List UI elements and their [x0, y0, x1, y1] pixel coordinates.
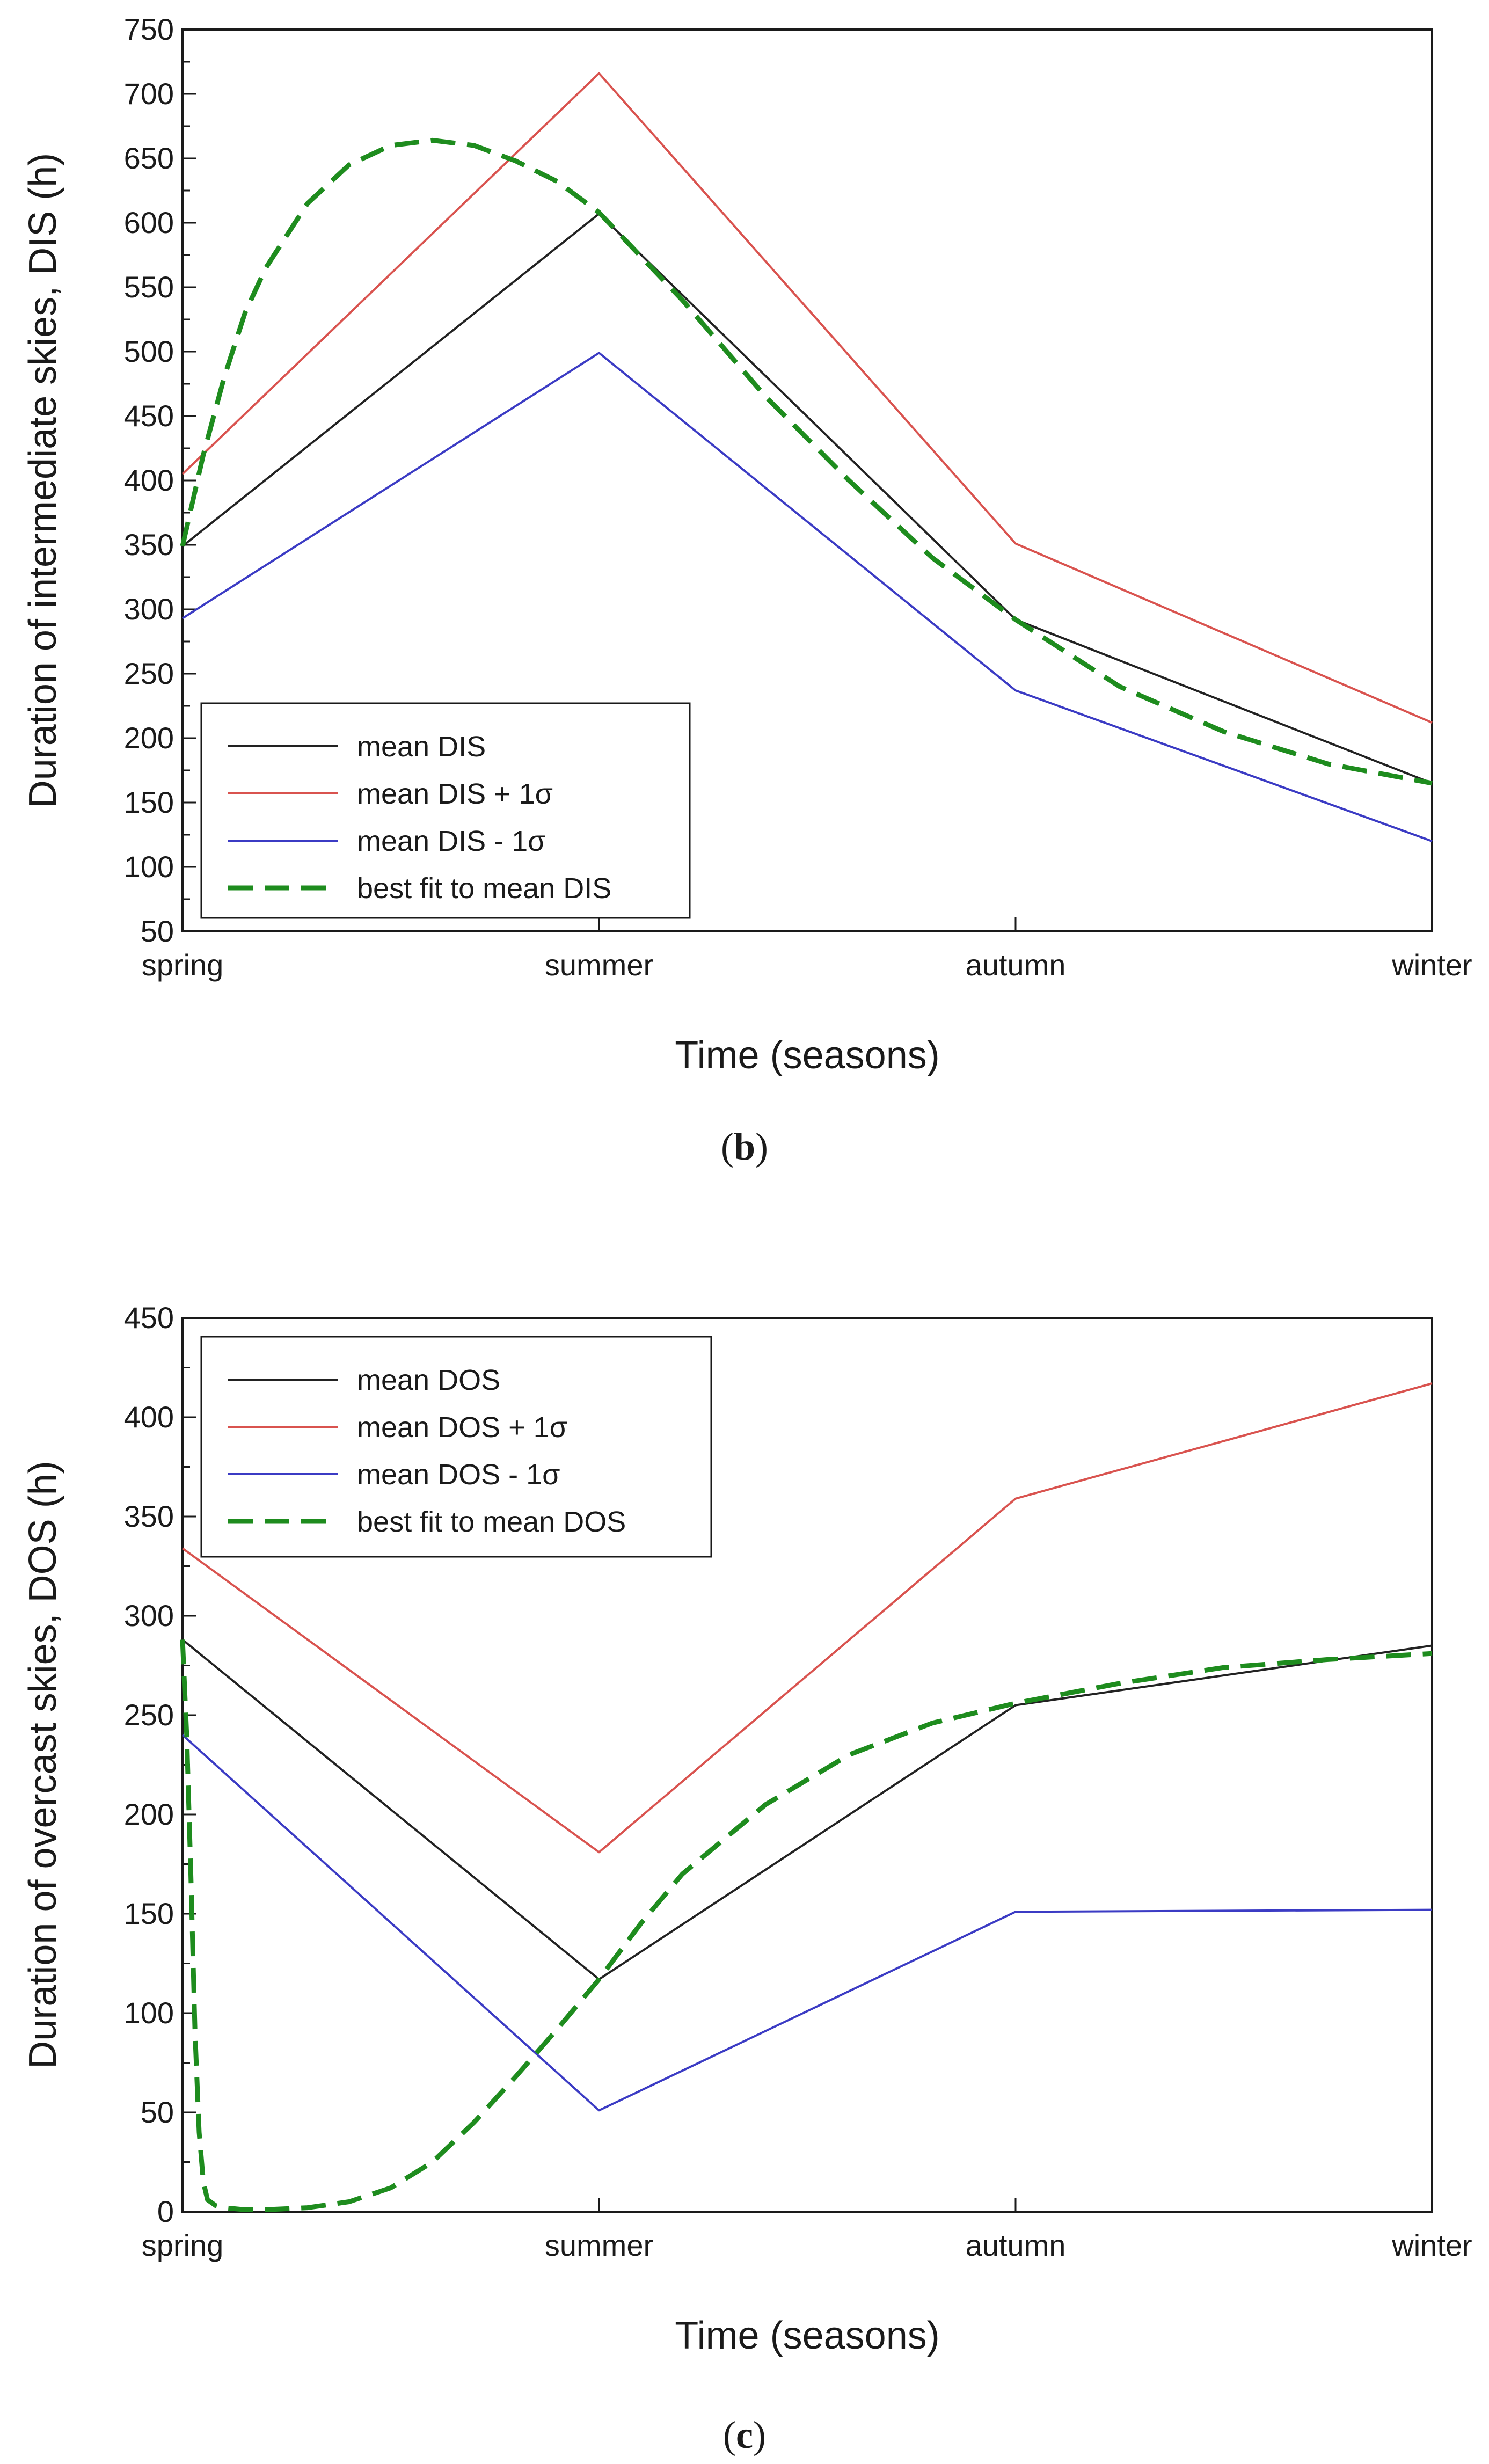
- y-tick-label: 550: [124, 270, 174, 304]
- y-tick-label: 450: [124, 1301, 174, 1335]
- panel-caption: (c): [723, 2414, 766, 2456]
- series-line-best-fit-to-mean-dis: [180, 137, 1433, 786]
- panel-caption: (b): [721, 1125, 768, 1168]
- x-tick-label-autumn: autumn: [966, 2228, 1066, 2262]
- legend-label-mean-dis: mean DIS: [357, 731, 486, 763]
- x-axis-title: Time (seasons): [675, 2314, 939, 2357]
- x-tick-label-autumn: autumn: [966, 948, 1066, 982]
- y-tick-label: 50: [141, 2095, 174, 2129]
- y-tick-label: 700: [124, 77, 174, 111]
- y-tick-label: 400: [124, 463, 174, 497]
- y-tick-label: 150: [124, 785, 174, 819]
- legend-label-mean-dos-1: mean DOS - 1σ: [357, 1459, 560, 1491]
- y-axis-title: Duration of overcast skies, DOS (h): [21, 1461, 64, 2068]
- y-tick-label: 650: [124, 141, 174, 175]
- series-line-mean-dis-1: [181, 72, 1433, 724]
- y-tick-label: 0: [157, 2195, 174, 2228]
- y-tick-label: 300: [124, 592, 174, 626]
- x-axis-title: Time (seasons): [675, 1034, 939, 1077]
- legend-label-mean-dis-1: mean DIS - 1σ: [357, 825, 545, 857]
- y-tick-label: 400: [124, 1400, 174, 1434]
- legend-label-mean-dis-1: mean DIS + 1σ: [357, 778, 553, 810]
- series-line-best-fit-to-mean-dos: [180, 1639, 1433, 2212]
- legend-label-mean-dos-1: mean DOS + 1σ: [357, 1411, 567, 1444]
- y-tick-label: 350: [124, 1499, 174, 1533]
- y-tick-label: 500: [124, 334, 174, 368]
- y-tick-label: 100: [124, 850, 174, 884]
- y-tick-label: 250: [124, 1698, 174, 1732]
- series-line-mean-dis-1: [181, 352, 1433, 842]
- y-tick-label: 350: [124, 528, 174, 562]
- y-tick-label: 450: [124, 399, 174, 433]
- series-line-mean-dis: [181, 213, 1433, 784]
- y-tick-label: 100: [124, 1996, 174, 2030]
- legend-label-best-fit-to-mean-dos: best fit to mean DOS: [357, 1506, 626, 1538]
- chart-c: 0 50 100 150 200 250 300 350 400 450 spring summer a…: [21, 1301, 1472, 2456]
- y-tick-label: 600: [124, 206, 174, 239]
- x-tick-label-winter: winter: [1391, 948, 1472, 982]
- x-tick-label-spring: spring: [142, 2228, 224, 2262]
- y-tick-label: 250: [124, 657, 174, 690]
- series-line-mean-dos-1: [181, 1382, 1433, 1854]
- y-tick-label: 300: [124, 1599, 174, 1632]
- legend-label-mean-dos: mean DOS: [357, 1364, 500, 1396]
- legend-box: [200, 702, 691, 919]
- y-tick-label: 200: [124, 1797, 174, 1831]
- y-tick-label: 200: [124, 721, 174, 755]
- x-tick-label-winter: winter: [1391, 2228, 1472, 2262]
- x-tick-label-spring: spring: [142, 948, 224, 982]
- series-line-mean-dos-1: [181, 1734, 1433, 2112]
- legend-label-best-fit-to-mean-dis: best fit to mean DIS: [357, 872, 611, 905]
- y-tick-label: 150: [124, 1897, 174, 1930]
- chart-b: 50 100 150 200 250 300 350 400 450 500 550 600 650 70…: [21, 12, 1472, 1168]
- y-tick-label: 750: [124, 12, 174, 46]
- y-axis-title: Duration of intermediate skies, DIS (h): [21, 153, 64, 808]
- x-tick-label-summer: summer: [545, 948, 653, 982]
- series-line-mean-dos: [181, 1638, 1433, 1981]
- y-tick-label: 50: [141, 914, 174, 948]
- x-tick-label-summer: summer: [545, 2228, 653, 2262]
